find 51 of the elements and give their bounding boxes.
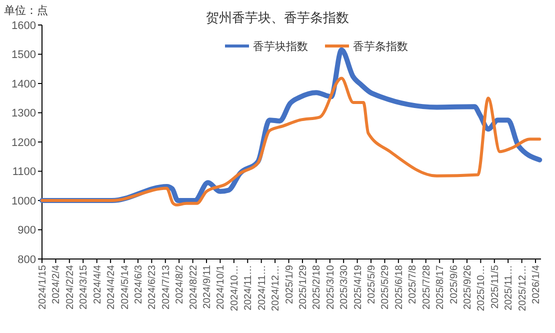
y-tick-label: 1300 [12, 108, 36, 120]
x-tick-label: 2024/12… [270, 265, 282, 312]
y-tick-label: 900 [18, 224, 36, 237]
legend-label: 香芋条指数 [353, 40, 408, 53]
x-tick-label: 2024/7/13 [160, 264, 172, 310]
y-tick-label: 1400 [12, 78, 36, 90]
x-tick-label: 2026/1/4 [531, 264, 542, 304]
x-tick-label: 2025/1/9 [284, 264, 296, 304]
x-tick-label: 2025/2/18 [312, 264, 323, 310]
x-tick-label: 2025/10… [476, 265, 488, 312]
x-tick-label: 2024/11… [243, 265, 254, 310]
x-tick-label: 2025/6/18 [394, 264, 405, 310]
x-tick-label: 2024/3/15 [78, 264, 90, 310]
x-tick-label: 2024/2/4 [51, 264, 62, 304]
x-tick-label: 2024/10… [229, 265, 240, 312]
y-tick-label: 1100 [12, 166, 36, 178]
x-tick-label: 2024/2/24 [64, 264, 76, 310]
x-tick-label: 2024/6/23 [147, 264, 158, 310]
x-tick-label: 2024/8/22 [188, 264, 200, 310]
x-tick-label: 2025/7/28 [421, 264, 432, 310]
x-tick-label: 2024/11… [256, 265, 268, 310]
x-tick-label: 2025/3/30 [339, 264, 350, 310]
text: 单位：点 [4, 4, 48, 17]
x-tick-label: 2025/5/9 [366, 264, 378, 304]
x-tick-label: 2025/1/29 [298, 264, 309, 310]
x-tick-label: 2025/7/8 [408, 264, 419, 304]
y-tick-label: 1500 [12, 49, 36, 62]
x-tick-label: 2025/11… [504, 265, 515, 310]
x-tick-label: 2024/6/3 [133, 264, 144, 304]
x-tick-label: 2025/4/19 [352, 264, 364, 310]
x-tick-label: 2025/3/10 [325, 264, 336, 310]
x-tick-label: 2024/1/15 [38, 264, 48, 310]
x-tick-label: 2025/5/29 [380, 264, 392, 310]
legend-label: 香芋块指数 [253, 40, 308, 53]
x-tick-label: 2024/10/1 [216, 264, 227, 310]
x-tick-label: 2024/9/11 [202, 264, 214, 309]
x-tick-label: 2025/12… [517, 265, 528, 312]
x-tick-label: 2025/9/6 [448, 264, 460, 304]
y-tick-label: 1600 [12, 20, 36, 32]
y-tick-label: 1200 [12, 136, 36, 149]
x-tick-label: 2024/5/14 [120, 264, 131, 310]
chart-title: 贺州香芋块、香芋条指数 [206, 10, 349, 25]
line-series [40, 76, 542, 206]
x-tick-label: 2024/4/4 [92, 264, 104, 304]
x-tick-label: 2024/4/24 [106, 264, 118, 310]
x-tick-label: 2024/8/2 [174, 264, 186, 304]
x-tick-label: 2025/11/5 [490, 264, 501, 309]
x-tick-label: 2025/8/17 [435, 264, 446, 310]
y-tick-label: 1000 [12, 195, 36, 208]
y-tick-label: 800 [18, 254, 36, 266]
x-tick-label: 2025/9/26 [462, 264, 474, 310]
